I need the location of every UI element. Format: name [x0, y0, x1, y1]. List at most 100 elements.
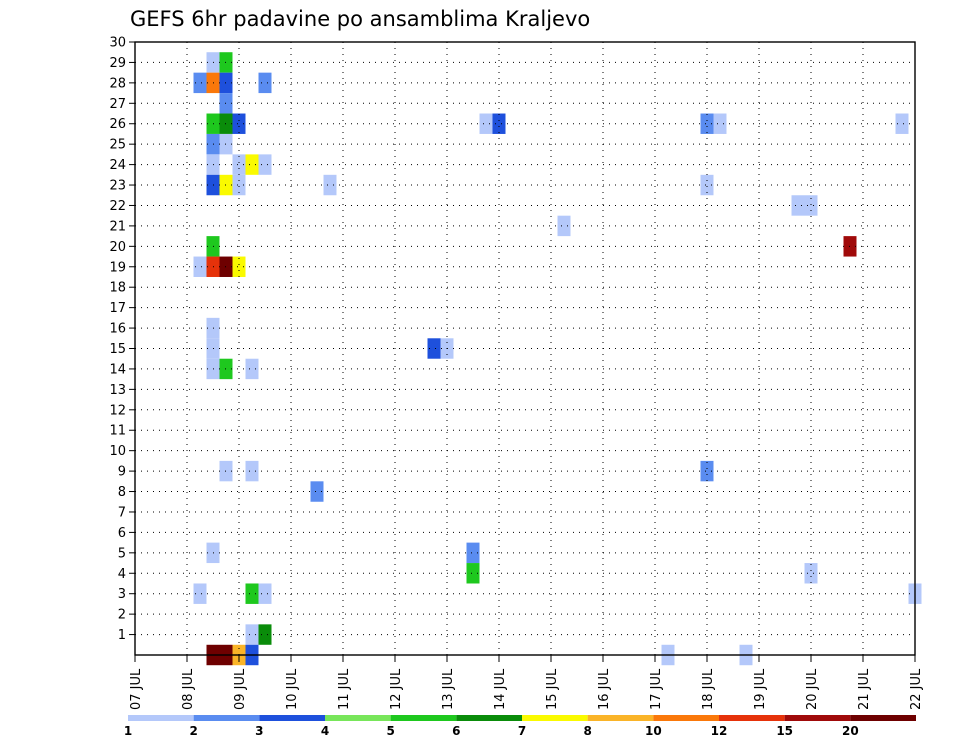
y-tick-label: 26 — [109, 117, 126, 132]
y-tick-label: 3 — [118, 587, 126, 602]
y-tick-label: 2 — [118, 608, 126, 623]
legend-swatch — [193, 715, 260, 721]
heatmap-cell — [700, 113, 714, 134]
heatmap-cell — [466, 542, 480, 564]
x-tick-label: 18 JUL — [701, 668, 716, 710]
y-tick-label: 6 — [118, 526, 126, 541]
heatmap-cell — [245, 460, 259, 482]
x-tick-label: 09 JUL — [233, 668, 248, 710]
y-tick-label: 4 — [118, 567, 126, 582]
x-tick-label: 14 JUL — [493, 668, 508, 710]
heatmap-cell — [258, 624, 272, 645]
y-tick-label: 21 — [109, 219, 126, 234]
heatmap-cell — [713, 113, 727, 134]
y-tick-label: 22 — [109, 199, 126, 214]
y-tick-label: 30 — [109, 36, 126, 51]
y-tick-label: 14 — [109, 362, 126, 377]
heatmap-cell — [492, 113, 506, 134]
heatmap-cell — [479, 113, 493, 134]
x-tick-label: 10 JUL — [285, 668, 300, 710]
y-tick-label: 24 — [109, 158, 126, 173]
heatmap-cell — [245, 154, 259, 175]
legend-swatch — [719, 715, 785, 721]
heatmap-cell — [557, 215, 571, 237]
heatmap-cell — [466, 563, 480, 584]
heatmap-cell — [232, 113, 246, 134]
y-tick-label: 5 — [118, 546, 126, 561]
heatmap-cell — [258, 72, 272, 94]
heatmap-cell — [232, 174, 246, 196]
heatmap-cells — [193, 52, 922, 666]
y-tick-label: 16 — [109, 322, 126, 337]
y-tick-label: 17 — [109, 301, 126, 316]
y-tick-label: 29 — [109, 56, 126, 71]
color-legend: 1 2 3 4 5 6 7 8 10 12 15 20 — [124, 715, 916, 738]
axes: 1234567891011121314151617181920212223242… — [109, 36, 924, 711]
y-tick-label: 20 — [109, 240, 126, 255]
x-tick-label: 11 JUL — [337, 668, 352, 710]
heatmap-cell — [258, 154, 272, 175]
heatmap-cell — [193, 256, 207, 277]
legend-swatch — [522, 715, 588, 721]
legend-swatch — [587, 715, 654, 721]
y-tick-label: 1 — [118, 628, 126, 643]
legend-label: 3 — [255, 724, 263, 738]
y-tick-label: 12 — [109, 403, 126, 418]
heatmap-cell — [310, 481, 324, 502]
x-tick-label: 22 JUL — [909, 668, 924, 710]
y-tick-label: 13 — [109, 383, 126, 398]
heatmap-cell — [700, 460, 714, 482]
heatmap-cell — [193, 583, 207, 604]
heatmap-cell — [245, 358, 259, 380]
y-tick-label: 11 — [109, 424, 126, 439]
y-tick-label: 27 — [109, 97, 126, 112]
y-tick-label: 9 — [118, 465, 126, 480]
heatmap-cell — [245, 624, 259, 645]
y-tick-label: 10 — [109, 444, 126, 459]
y-tick-label: 15 — [109, 342, 126, 357]
x-tick-label: 13 JUL — [441, 668, 456, 710]
legend-swatch — [325, 715, 391, 721]
x-tick-label: 16 JUL — [597, 668, 612, 710]
legend-label: 4 — [321, 724, 329, 738]
legend-swatch — [850, 715, 916, 721]
y-tick-label: 7 — [118, 505, 126, 520]
x-tick-label: 20 JUL — [805, 668, 820, 710]
heatmap-cell — [258, 583, 272, 604]
heatmap-cell — [323, 174, 337, 196]
legend-swatch — [390, 715, 457, 721]
heatmap-cell — [232, 154, 246, 175]
y-tick-label: 25 — [109, 138, 126, 153]
heatmap-cell — [895, 113, 909, 134]
legend-label: 6 — [452, 724, 460, 738]
legend-label: 5 — [386, 724, 394, 738]
heatmap-cell — [700, 174, 714, 196]
x-tick-label: 15 JUL — [545, 668, 560, 710]
legend-label: 7 — [518, 724, 526, 738]
y-tick-label: 19 — [109, 260, 126, 275]
legend-swatch — [653, 715, 719, 721]
x-tick-label: 07 JUL — [129, 668, 144, 710]
legend-label: 1 — [124, 724, 132, 738]
x-tick-label: 12 JUL — [389, 668, 404, 710]
y-tick-label: 23 — [109, 179, 126, 194]
legend-label: 20 — [842, 724, 859, 738]
legend-swatch — [456, 715, 522, 721]
legend-swatch — [259, 715, 325, 721]
y-tick-label: 8 — [118, 485, 126, 500]
grid — [134, 41, 916, 655]
chart-title: GEFS 6hr padavine po ansamblima Kraljevo — [130, 7, 590, 31]
heatmap-cell — [804, 195, 818, 216]
y-tick-label: 18 — [109, 281, 126, 296]
legend-label: 12 — [711, 724, 728, 738]
heatmap-cell — [245, 583, 259, 604]
legend-label: 15 — [776, 724, 793, 738]
heatmap-cell — [193, 72, 207, 94]
x-tick-label: 21 JUL — [857, 668, 872, 710]
y-tick-label: 28 — [109, 76, 126, 91]
heatmap-cell — [232, 256, 246, 277]
legend-label: 2 — [189, 724, 197, 738]
legend-swatch — [128, 715, 194, 721]
legend-label: 10 — [645, 724, 662, 738]
heatmap-cell — [804, 563, 818, 584]
